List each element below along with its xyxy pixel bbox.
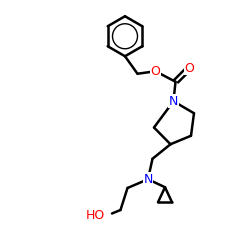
Text: N: N: [169, 95, 178, 108]
Text: O: O: [150, 65, 160, 78]
Text: HO: HO: [86, 209, 105, 222]
Text: O: O: [184, 62, 194, 74]
Text: N: N: [143, 173, 153, 186]
